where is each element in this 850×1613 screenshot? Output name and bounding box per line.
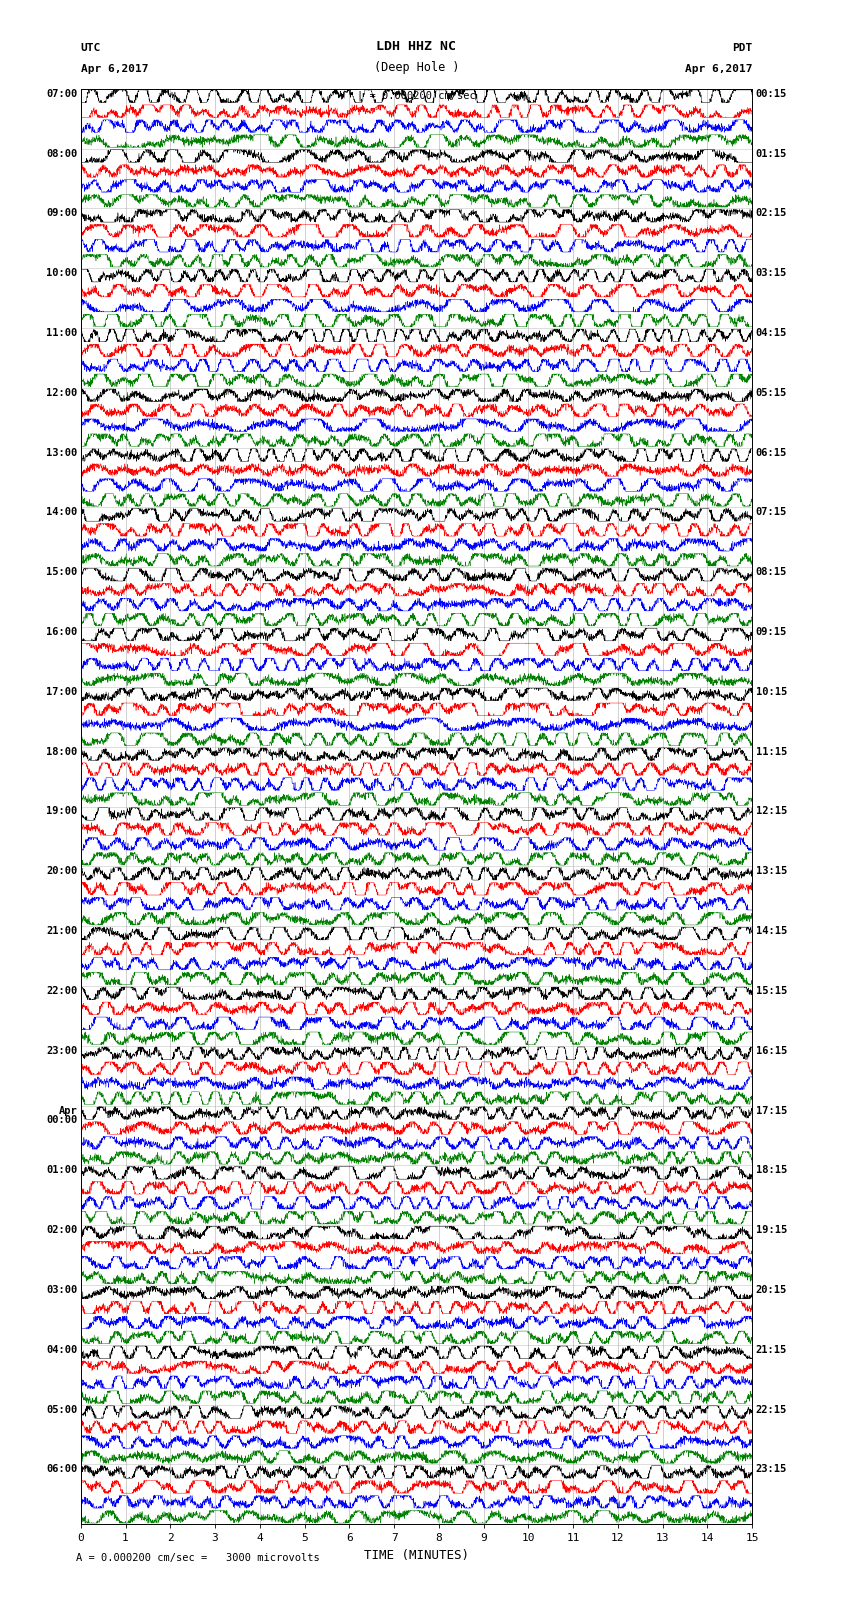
Text: 19:00: 19:00 <box>46 806 77 816</box>
Text: 09:00: 09:00 <box>46 208 77 218</box>
Text: 16:00: 16:00 <box>46 627 77 637</box>
Text: 03:15: 03:15 <box>756 268 787 277</box>
Text: 12:15: 12:15 <box>756 806 787 816</box>
X-axis label: TIME (MINUTES): TIME (MINUTES) <box>364 1548 469 1561</box>
Text: 13:00: 13:00 <box>46 448 77 458</box>
Text: 17:15: 17:15 <box>756 1105 787 1116</box>
Text: 10:15: 10:15 <box>756 687 787 697</box>
Text: 14:00: 14:00 <box>46 508 77 518</box>
Text: 04:00: 04:00 <box>46 1345 77 1355</box>
Text: 01:15: 01:15 <box>756 148 787 158</box>
Text: 07:00: 07:00 <box>46 89 77 98</box>
Text: Apr 6,2017: Apr 6,2017 <box>685 65 752 74</box>
Text: 07:15: 07:15 <box>756 508 787 518</box>
Text: 20:00: 20:00 <box>46 866 77 876</box>
Text: 06:00: 06:00 <box>46 1465 77 1474</box>
Text: A = 0.000200 cm/sec =   3000 microvolts: A = 0.000200 cm/sec = 3000 microvolts <box>76 1553 320 1563</box>
Text: 16:15: 16:15 <box>756 1045 787 1057</box>
Text: PDT: PDT <box>732 44 752 53</box>
Text: 18:15: 18:15 <box>756 1165 787 1176</box>
Text: 14:15: 14:15 <box>756 926 787 936</box>
Text: 06:15: 06:15 <box>756 448 787 458</box>
Text: | = 0.000200 cm/sec: | = 0.000200 cm/sec <box>357 90 476 102</box>
Text: 10:00: 10:00 <box>46 268 77 277</box>
Text: 05:15: 05:15 <box>756 387 787 398</box>
Text: 15:15: 15:15 <box>756 986 787 995</box>
Text: 13:15: 13:15 <box>756 866 787 876</box>
Text: 04:15: 04:15 <box>756 327 787 339</box>
Text: 05:00: 05:00 <box>46 1405 77 1415</box>
Text: UTC: UTC <box>81 44 101 53</box>
Text: 11:15: 11:15 <box>756 747 787 756</box>
Text: 22:15: 22:15 <box>756 1405 787 1415</box>
Text: 17:00: 17:00 <box>46 687 77 697</box>
Text: 11:00: 11:00 <box>46 327 77 339</box>
Text: 12:00: 12:00 <box>46 387 77 398</box>
Text: 23:00: 23:00 <box>46 1045 77 1057</box>
Text: LDH HHZ NC: LDH HHZ NC <box>377 40 456 53</box>
Text: 03:00: 03:00 <box>46 1286 77 1295</box>
Text: 19:15: 19:15 <box>756 1226 787 1236</box>
Text: 02:15: 02:15 <box>756 208 787 218</box>
Text: 21:15: 21:15 <box>756 1345 787 1355</box>
Text: 02:00: 02:00 <box>46 1226 77 1236</box>
Text: 01:00: 01:00 <box>46 1165 77 1176</box>
Text: 20:15: 20:15 <box>756 1286 787 1295</box>
Text: 00:15: 00:15 <box>756 89 787 98</box>
Text: 22:00: 22:00 <box>46 986 77 995</box>
Text: 08:15: 08:15 <box>756 568 787 577</box>
Text: 18:00: 18:00 <box>46 747 77 756</box>
Text: 09:15: 09:15 <box>756 627 787 637</box>
Text: 23:15: 23:15 <box>756 1465 787 1474</box>
Text: (Deep Hole ): (Deep Hole ) <box>374 61 459 74</box>
Text: Apr
00:00: Apr 00:00 <box>46 1105 77 1124</box>
Text: 21:00: 21:00 <box>46 926 77 936</box>
Text: Apr 6,2017: Apr 6,2017 <box>81 65 148 74</box>
Text: 15:00: 15:00 <box>46 568 77 577</box>
Text: 08:00: 08:00 <box>46 148 77 158</box>
